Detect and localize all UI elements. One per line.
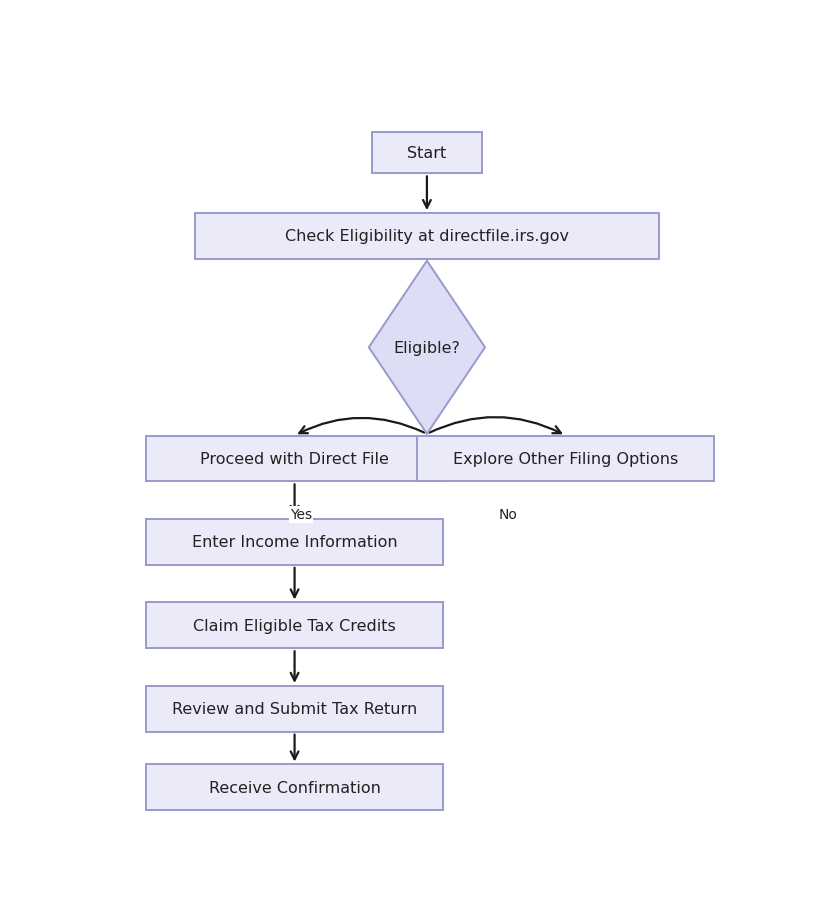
Text: Yes: Yes xyxy=(290,508,312,521)
FancyBboxPatch shape xyxy=(417,436,714,482)
Text: Explore Other Filing Options: Explore Other Filing Options xyxy=(453,452,678,466)
Text: Review and Submit Tax Return: Review and Submit Tax Return xyxy=(172,702,417,716)
Text: Receive Confirmation: Receive Confirmation xyxy=(208,780,381,795)
FancyBboxPatch shape xyxy=(146,436,443,482)
FancyBboxPatch shape xyxy=(194,214,660,260)
Text: Enter Income Information: Enter Income Information xyxy=(192,535,397,550)
Text: Start: Start xyxy=(407,146,446,161)
FancyBboxPatch shape xyxy=(146,765,443,810)
FancyBboxPatch shape xyxy=(146,686,443,732)
Text: No: No xyxy=(498,508,517,521)
FancyBboxPatch shape xyxy=(372,133,481,174)
Polygon shape xyxy=(369,262,485,435)
Text: Proceed with Direct File: Proceed with Direct File xyxy=(200,452,389,466)
Text: Eligible?: Eligible? xyxy=(393,340,461,355)
FancyBboxPatch shape xyxy=(146,520,443,566)
FancyBboxPatch shape xyxy=(146,603,443,649)
Text: Claim Eligible Tax Credits: Claim Eligible Tax Credits xyxy=(193,618,396,633)
Text: Check Eligibility at directfile.irs.gov: Check Eligibility at directfile.irs.gov xyxy=(285,229,569,244)
